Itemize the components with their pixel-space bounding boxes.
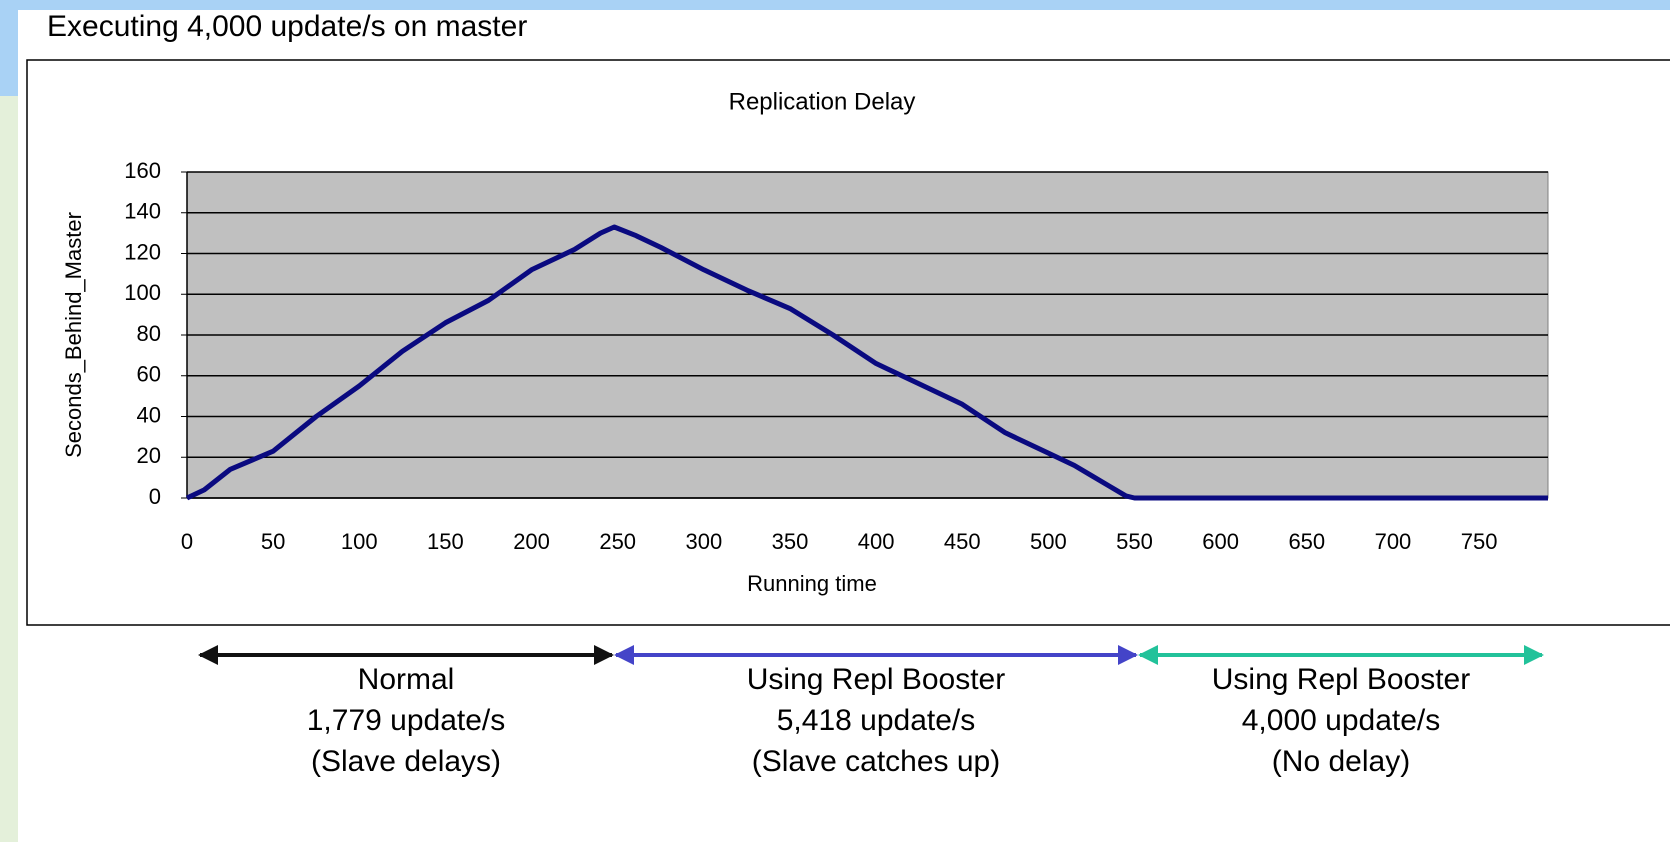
chart-title: Replication Delay [729, 88, 916, 115]
y-tick-label: 40 [137, 402, 161, 427]
y-tick-label: 60 [137, 362, 161, 387]
x-tick-label: 750 [1461, 529, 1498, 554]
x-tick-label: 350 [772, 529, 809, 554]
y-axis-label: Seconds_Behind_Master [61, 212, 86, 458]
x-tick-label: 400 [858, 529, 895, 554]
slide-band [0, 0, 18, 96]
x-axis-label: Running time [747, 571, 877, 596]
y-tick-label: 0 [149, 484, 161, 509]
x-tick-label: 100 [341, 529, 378, 554]
x-tick-label: 0 [181, 529, 193, 554]
x-tick-label: 600 [1202, 529, 1239, 554]
slide-band [0, 96, 18, 842]
y-tick-label: 140 [124, 199, 161, 224]
x-tick-label: 150 [427, 529, 464, 554]
annotation-text: Using Repl Booster [1212, 663, 1470, 696]
x-tick-label: 550 [1116, 529, 1153, 554]
x-tick-label: 50 [261, 529, 285, 554]
annotation-text: Using Repl Booster [747, 663, 1005, 696]
x-tick-label: 450 [944, 529, 981, 554]
x-tick-label: 500 [1030, 529, 1067, 554]
slide-title: Executing 4,000 update/s on master [47, 10, 527, 43]
annotation-text: Normal [358, 663, 455, 696]
y-tick-label: 80 [137, 321, 161, 346]
annotation-text: (Slave catches up) [752, 745, 1000, 778]
data-line [185, 224, 1548, 501]
annotation-text: (Slave delays) [311, 745, 501, 778]
y-tick-label: 20 [137, 443, 161, 468]
y-tick-label: 100 [124, 280, 161, 305]
x-tick-label: 700 [1375, 529, 1412, 554]
y-tick-label: 160 [124, 158, 161, 183]
slide-band [0, 0, 1670, 10]
annotation-text: (No delay) [1272, 745, 1410, 778]
x-tick-label: 200 [513, 529, 550, 554]
annotation-text: 1,779 update/s [307, 704, 506, 737]
annotation-text: 4,000 update/s [1242, 704, 1441, 737]
annotation-text: 5,418 update/s [777, 704, 976, 737]
y-tick-label: 120 [124, 239, 161, 264]
x-tick-label: 250 [599, 529, 636, 554]
x-tick-label: 300 [685, 529, 722, 554]
x-tick-label: 650 [1288, 529, 1325, 554]
